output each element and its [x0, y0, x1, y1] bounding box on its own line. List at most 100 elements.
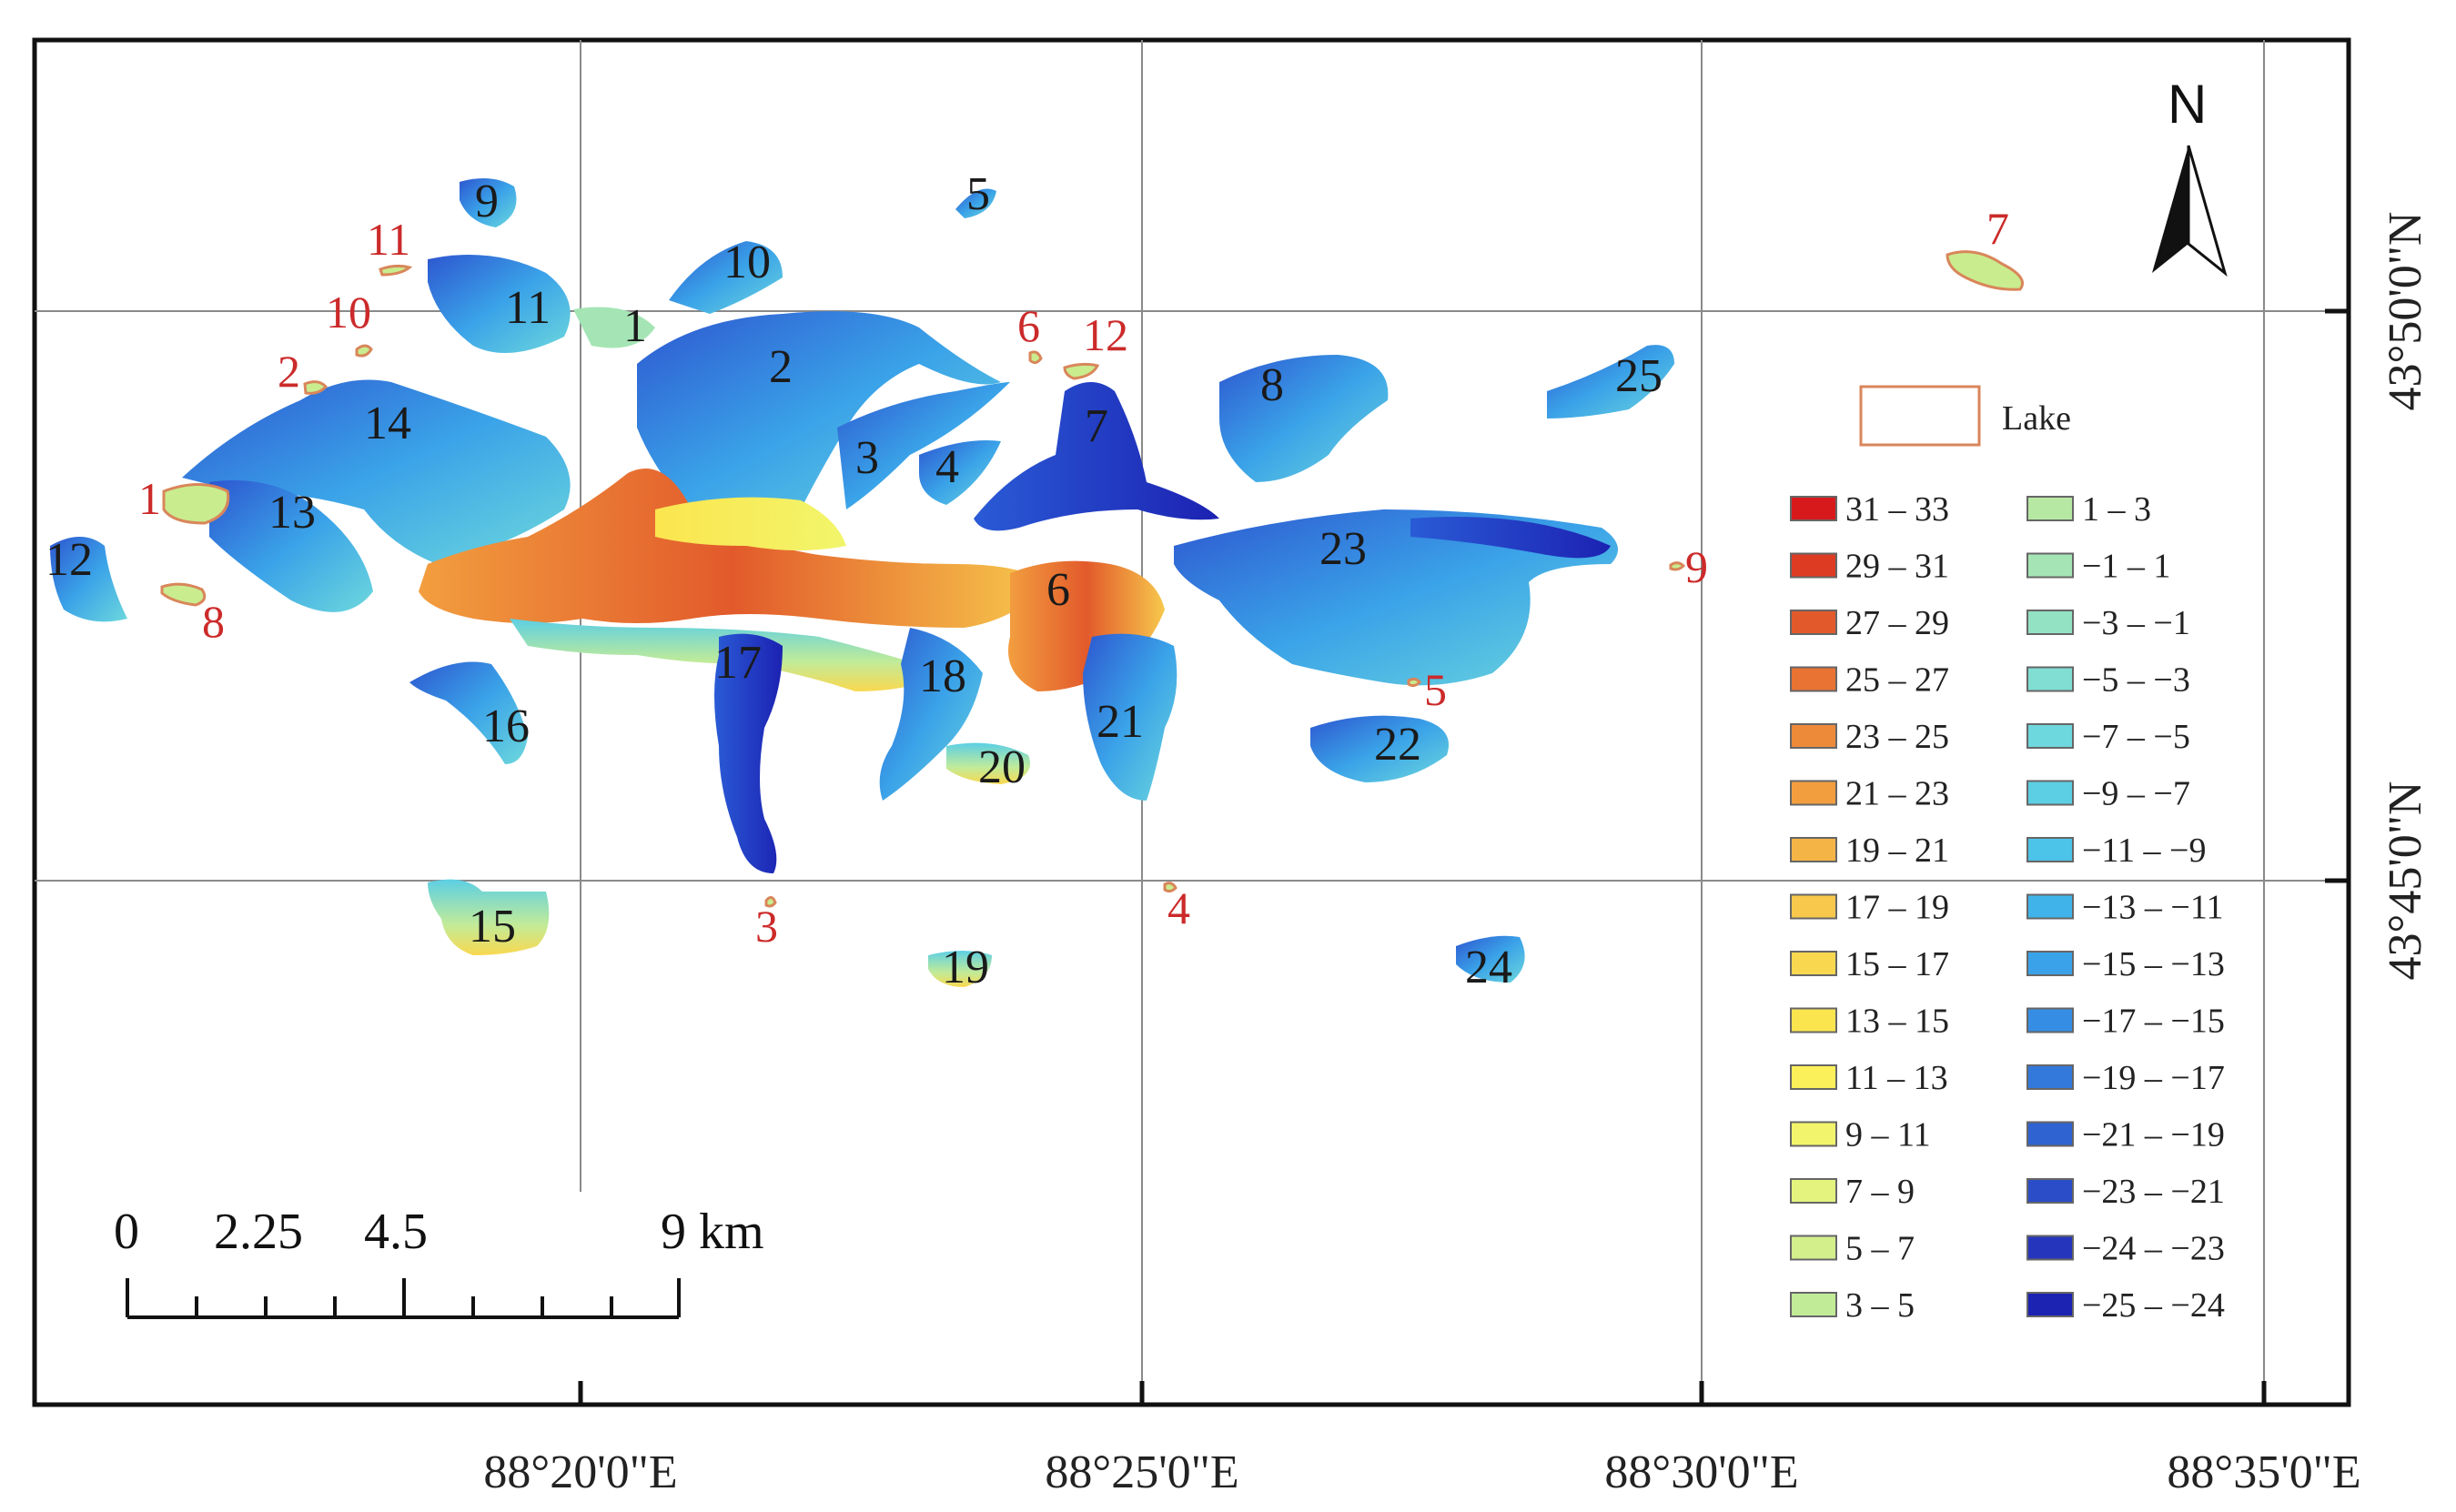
legend-label: −15 – −13	[2082, 945, 2225, 983]
lake-label: 6	[1017, 300, 1040, 351]
lake-8	[160, 582, 207, 607]
legend-swatch	[1790, 552, 1837, 579]
glacier-4	[919, 440, 1001, 505]
glacier-8	[1219, 355, 1389, 482]
legend-label: 21 – 23	[1845, 775, 1949, 813]
lake-4	[1163, 882, 1177, 893]
lake-11	[379, 264, 413, 277]
glacier-label: 17	[714, 637, 762, 689]
lake-label: 1	[138, 473, 161, 524]
legend-label: −1 – 1	[2082, 548, 2170, 586]
glacier-label: 16	[482, 701, 530, 752]
glacier-20	[946, 742, 1030, 784]
glacier-label: 4	[935, 441, 959, 493]
glacier-25	[1547, 345, 1674, 418]
glacier-label: 7	[1085, 400, 1108, 452]
legend-swatch	[1790, 1178, 1837, 1204]
glacier-label: 3	[855, 432, 879, 484]
legend-label: 31 – 33	[1845, 490, 1949, 529]
latitude-label: 43°45'0"N	[2380, 781, 2431, 981]
glacier-central-yellow	[655, 497, 846, 550]
legend-label: −13 – −11	[2082, 889, 2223, 927]
legend-swatch	[1790, 1292, 1837, 1317]
scale-tick-label: 0	[114, 1204, 139, 1260]
latitude-label: 43°50'0"N	[2380, 212, 2431, 411]
legend-label: −17 – −15	[2082, 1003, 2225, 1041]
legend-swatch	[2026, 1121, 2074, 1147]
legend-swatch	[2026, 666, 2074, 692]
glacier-18	[879, 628, 983, 801]
glacier-21	[1083, 633, 1177, 801]
graticule-ticks	[578, 308, 2349, 1405]
lake-6	[1028, 350, 1043, 365]
lake-label: 8	[202, 596, 225, 647]
legend-swatch	[2026, 1235, 2074, 1261]
lake-label: 12	[1083, 309, 1128, 360]
glacier-label: 14	[364, 398, 411, 449]
glacier-label: 9	[475, 176, 499, 227]
legend-label: 9 – 11	[1845, 1116, 1931, 1154]
legend-label: 19 – 21	[1845, 832, 1949, 870]
legend-label: −7 – −5	[2082, 718, 2190, 756]
north-arrow-icon-outline	[2187, 145, 2228, 277]
lake-1	[162, 483, 230, 525]
legend-label: −23 – −21	[2082, 1173, 2225, 1211]
legend-swatch	[1790, 951, 1837, 976]
legend-lake-label: Lake	[2002, 399, 2071, 438]
longitude-label: 88°35'0"E	[2167, 1446, 2360, 1498]
longitude-label: 88°30'0"E	[1604, 1446, 1798, 1498]
glacier-label: 25	[1615, 350, 1663, 402]
glacier-1	[573, 307, 655, 348]
longitude-label: 88°20'0"E	[483, 1446, 677, 1498]
glacier-label: 1	[623, 300, 647, 352]
glacier-polygons	[50, 178, 1674, 987]
lake-label: 3	[755, 901, 778, 952]
lake-5	[1407, 677, 1421, 688]
legend-swatch	[2026, 1007, 2074, 1033]
legend-label: 23 – 25	[1845, 718, 1949, 756]
legend-swatch	[2026, 1178, 2074, 1204]
legend-label: 25 – 27	[1845, 661, 1949, 700]
legend-lake-swatch	[1859, 385, 1981, 447]
graticule	[35, 40, 2349, 1405]
legend-swatch	[2026, 951, 2074, 976]
legend-swatch	[1790, 837, 1837, 862]
legend: Lake 31 – 33 29 – 31 27 – 29 25 – 27 23 – 25…	[1790, 385, 2225, 1325]
glacier-2	[637, 311, 1001, 519]
glacier-15	[428, 879, 550, 955]
legend-label: −3 – −1	[2082, 604, 2190, 642]
legend-label: −9 – −7	[2082, 775, 2190, 813]
legend-label: 29 – 31	[1845, 548, 1949, 586]
legend-swatch	[2026, 610, 2074, 635]
legend-label: 17 – 19	[1845, 889, 1949, 927]
glacier-label: 6	[1046, 564, 1070, 616]
legend-label: 7 – 9	[1845, 1173, 1915, 1211]
legend-swatch	[2026, 837, 2074, 862]
scale-bar	[126, 1278, 681, 1319]
longitude-labels: 88°20'0"E 88°25'0"E 88°30'0"E 88°35'0"E	[483, 1446, 2360, 1498]
lake-3	[764, 896, 777, 908]
lake-label: 7	[1986, 203, 2009, 254]
glacier-label: 8	[1260, 359, 1284, 411]
lake-label: 2	[278, 346, 300, 397]
glacier-13	[209, 480, 373, 612]
legend-swatch	[1790, 610, 1837, 635]
legend-swatch	[2026, 1292, 2074, 1317]
glacier-5	[955, 188, 996, 218]
glacier-14	[182, 379, 571, 564]
glacier-12	[50, 537, 127, 622]
glacier-10	[669, 241, 783, 314]
lake-polygons	[160, 250, 2024, 908]
legend-classes-right: 1 – 3 −1 – 1 −3 – −1 −5 – −3 −7 – −5 −9 – −7 −…	[2026, 490, 2225, 1325]
glacier-11	[428, 255, 571, 353]
glacier-label: 23	[1319, 523, 1367, 575]
legend-swatch	[1790, 1235, 1837, 1261]
legend-label: 13 – 15	[1845, 1003, 1949, 1041]
legend-label: −5 – −3	[2082, 661, 2190, 700]
glacier-label: 10	[723, 237, 771, 288]
lake-2	[303, 380, 328, 395]
glacier-label: 20	[978, 741, 1026, 793]
legend-label: 3 – 5	[1845, 1286, 1915, 1325]
legend-label: −25 – −24	[2082, 1286, 2225, 1325]
legend-label: −19 – −17	[2082, 1059, 2225, 1097]
